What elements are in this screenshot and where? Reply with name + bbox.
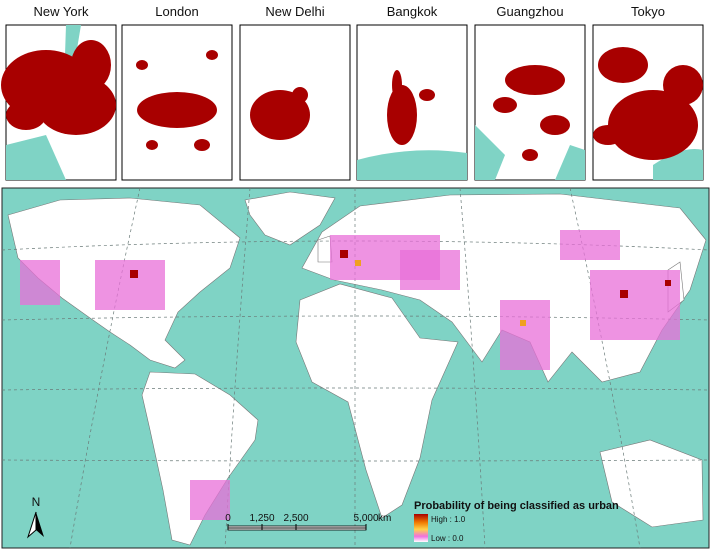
city-label: New York bbox=[34, 4, 89, 19]
map-shape bbox=[1, 387, 710, 391]
legend: Probability of being classified as urban… bbox=[414, 500, 619, 543]
urban-area bbox=[206, 50, 218, 60]
city-label: Bangkok bbox=[387, 4, 438, 19]
greenland bbox=[244, 191, 336, 246]
urban-area bbox=[593, 125, 623, 145]
city-panel bbox=[356, 24, 468, 181]
panel-water bbox=[357, 150, 467, 180]
urban-area bbox=[522, 149, 538, 161]
city-label: London bbox=[155, 4, 198, 19]
map-shape bbox=[520, 320, 526, 326]
map-shape bbox=[665, 280, 671, 286]
panel-water bbox=[653, 149, 703, 180]
scale-label: 5,000 bbox=[353, 513, 378, 524]
panel-water bbox=[475, 125, 585, 180]
urban-area bbox=[136, 60, 148, 70]
urban-area bbox=[387, 85, 417, 145]
map-shape bbox=[459, 187, 486, 549]
scale-label: 0 bbox=[225, 513, 231, 524]
map-shape bbox=[69, 187, 141, 549]
map-shape bbox=[190, 480, 230, 520]
world-map: N 0 1,250 2,500 5,000 km Probability of bein… bbox=[1, 187, 710, 549]
urban-area bbox=[137, 92, 217, 128]
scale-unit: km bbox=[378, 513, 391, 524]
city-label: Guangzhou bbox=[496, 4, 563, 19]
australia bbox=[599, 439, 704, 528]
urban-area bbox=[71, 40, 111, 90]
urban-area bbox=[250, 90, 310, 140]
legend-high: High : 1.0 bbox=[431, 515, 466, 524]
legend-ramp bbox=[414, 514, 428, 542]
map-shape bbox=[560, 230, 620, 260]
map-shape bbox=[1, 459, 710, 462]
north-arrow: N bbox=[26, 495, 44, 539]
map-shape bbox=[355, 260, 361, 266]
urban-area bbox=[540, 115, 570, 135]
africa bbox=[295, 283, 459, 519]
urban-area bbox=[493, 97, 517, 113]
map-shape bbox=[95, 260, 165, 310]
city-panel bbox=[239, 24, 351, 181]
urban-area bbox=[663, 65, 703, 105]
city-label: New Delhi bbox=[265, 4, 324, 19]
map-shape bbox=[620, 290, 628, 298]
urban-pixels bbox=[20, 230, 680, 520]
north-label: N bbox=[32, 495, 41, 509]
urban-area bbox=[392, 70, 402, 100]
map-shape bbox=[500, 300, 550, 370]
legend-title: Probability of being classified as urban bbox=[414, 500, 619, 512]
urban-area bbox=[419, 89, 435, 101]
urban-area bbox=[194, 139, 210, 151]
urban-area bbox=[292, 87, 308, 103]
urban-area bbox=[598, 47, 648, 83]
urban-area bbox=[6, 100, 46, 130]
city-panel bbox=[121, 24, 233, 181]
urban-area bbox=[36, 75, 116, 135]
city-panel bbox=[1, 24, 117, 181]
britain bbox=[317, 235, 333, 263]
panel-water bbox=[6, 25, 81, 180]
urban-area bbox=[146, 140, 158, 150]
scale-bar: 0 1,250 2,500 5,000 km bbox=[225, 513, 391, 531]
city-panels bbox=[1, 24, 704, 181]
city-panel bbox=[592, 24, 704, 181]
urban-area bbox=[505, 65, 565, 95]
map-shape bbox=[130, 270, 138, 278]
map-shape bbox=[400, 250, 460, 290]
city-label: Tokyo bbox=[631, 4, 665, 19]
map-shape bbox=[36, 512, 44, 537]
scale-label: 1,250 bbox=[249, 513, 274, 524]
city-panel bbox=[474, 24, 586, 181]
map-shape bbox=[20, 260, 60, 305]
map-shape bbox=[340, 250, 348, 258]
legend-low: Low : 0.0 bbox=[431, 534, 464, 543]
scale-label: 2,500 bbox=[283, 513, 308, 524]
urban-area bbox=[608, 90, 698, 160]
